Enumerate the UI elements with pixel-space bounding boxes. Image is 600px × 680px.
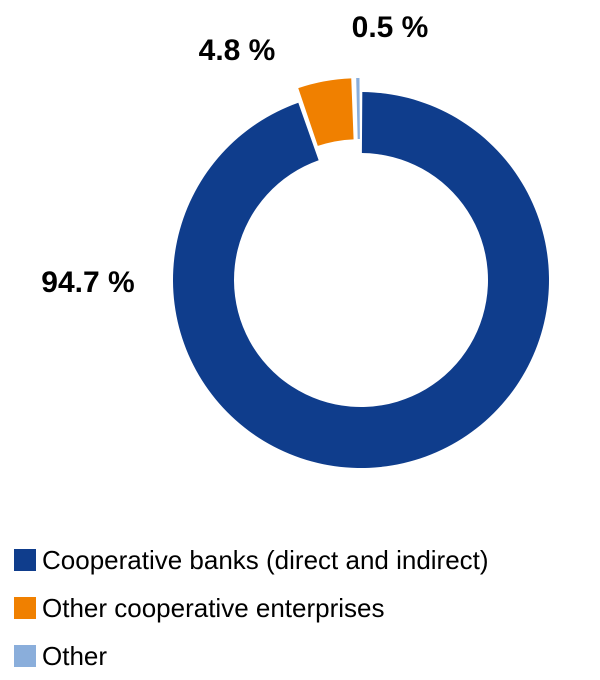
data-label-other: 0.5 % [352,11,429,44]
legend-swatch-cooperative-banks [14,549,36,571]
donut-slice-other-cooperative-enterprises [298,78,354,146]
legend-swatch-other-cooperative-enterprises [14,597,36,619]
legend-label-other-cooperative-enterprises: Other cooperative enterprises [42,592,385,623]
legend-item-other: Other [14,632,489,680]
legend-label-other: Other [42,640,108,671]
legend-item-other-cooperative-enterprises: Other cooperative enterprises [14,584,489,632]
legend: Cooperative banks (direct and indirect) … [14,536,489,680]
legend-label-cooperative-banks: Cooperative banks (direct and indirect) [42,544,489,575]
donut-slice-other [356,78,360,140]
donut-chart: 94.7 % 4.8 % 0.5 % [41,11,550,469]
donut-slice-cooperative-banks [173,92,550,469]
data-label-other-cooperative-enterprises: 4.8 % [199,34,276,67]
legend-swatch-other [14,645,36,667]
legend-item-cooperative-banks: Cooperative banks (direct and indirect) [14,536,489,584]
data-label-cooperative-banks: 94.7 % [41,266,134,299]
